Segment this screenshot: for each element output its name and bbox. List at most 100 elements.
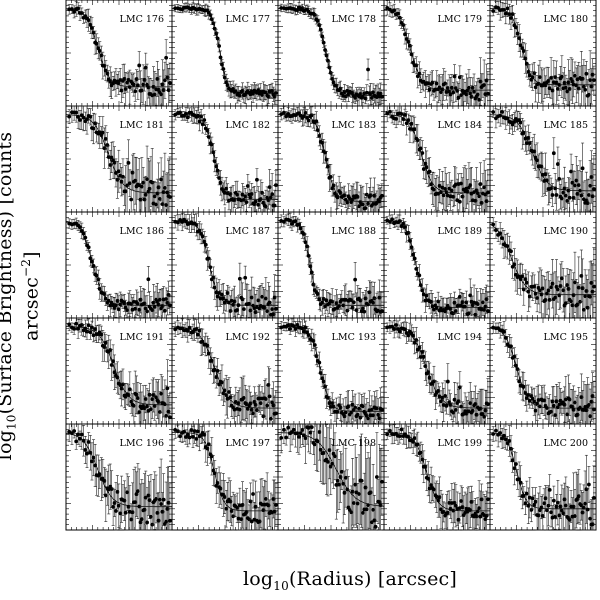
data-point: [235, 192, 240, 197]
data-point: [520, 46, 525, 51]
data-point: [517, 36, 522, 41]
data-point: [338, 86, 343, 91]
data-point: [342, 193, 347, 198]
data-point: [423, 161, 428, 166]
data-point: [88, 114, 93, 119]
data-point: [237, 93, 242, 98]
data-point: [465, 88, 470, 93]
data-point: [96, 277, 101, 282]
data-point: [515, 31, 520, 36]
data-point: [549, 186, 554, 191]
data-point: [453, 309, 458, 313]
data-point: [417, 273, 422, 278]
data-point: [248, 308, 253, 313]
data-point: [184, 111, 188, 116]
data-point: [137, 63, 142, 68]
data-point: [79, 11, 84, 15]
data-point: [518, 120, 523, 125]
data-point: [323, 304, 328, 309]
data-point: [434, 306, 439, 310]
data-point: [122, 76, 127, 81]
data-point: [108, 303, 113, 308]
data-point: [491, 110, 496, 114]
data-point: [388, 219, 392, 224]
data-point: [203, 242, 208, 247]
data-point: [432, 307, 436, 312]
data-point: [267, 185, 272, 190]
data-point: [214, 31, 219, 36]
data-point: [448, 92, 453, 97]
data-point: [478, 79, 483, 84]
data-point: [279, 6, 284, 10]
data-point: [125, 183, 130, 188]
data-point: [547, 86, 552, 91]
profile-panel: LMC 188: [277, 211, 385, 319]
data-point: [546, 79, 551, 83]
data-point: [129, 197, 134, 202]
data-point: [102, 64, 107, 68]
data-point: [448, 306, 453, 311]
data-point: [105, 71, 110, 76]
data-point: [263, 204, 268, 209]
data-point: [563, 193, 568, 198]
data-point: [123, 189, 128, 194]
data-point: [424, 165, 429, 170]
data-point: [433, 87, 438, 92]
data-point: [403, 32, 407, 37]
data-point: [363, 296, 368, 301]
data-point: [300, 6, 305, 10]
data-point: [411, 252, 416, 257]
data-point: [247, 301, 252, 306]
data-point: [562, 186, 567, 191]
data-point: [408, 238, 412, 243]
data-point: [97, 130, 102, 135]
panel-label: LMC 176: [120, 14, 164, 25]
data-point: [467, 85, 471, 90]
data-point: [447, 89, 452, 94]
data-point: [553, 75, 558, 79]
data-point: [392, 8, 397, 13]
data-point: [505, 6, 510, 11]
data-point: [155, 191, 160, 196]
data-point: [196, 113, 200, 118]
data-point: [241, 307, 246, 312]
data-point: [243, 194, 248, 199]
data-point: [231, 87, 236, 91]
data-point: [135, 301, 140, 306]
data-point: [479, 200, 484, 205]
data-point: [116, 81, 121, 86]
data-point: [477, 97, 482, 102]
data-point: [571, 195, 576, 200]
data-point: [452, 74, 457, 79]
data-point: [288, 218, 293, 223]
data-point: [99, 53, 104, 58]
data-point: [350, 305, 355, 310]
data-point: [212, 159, 217, 164]
data-point: [423, 298, 428, 303]
data-point: [224, 186, 229, 191]
data-point: [205, 128, 210, 133]
data-point: [371, 300, 376, 305]
data-point: [212, 26, 217, 31]
data-point: [91, 126, 96, 131]
data-point: [408, 43, 412, 48]
data-point: [401, 117, 406, 122]
data-point: [297, 222, 301, 227]
data-point: [88, 23, 93, 27]
data-point: [498, 113, 503, 118]
data-point: [215, 36, 220, 41]
data-point: [164, 55, 169, 60]
data-point: [406, 118, 411, 123]
data-point: [152, 92, 157, 97]
data-point: [539, 164, 544, 169]
data-point: [102, 292, 107, 296]
data-point: [550, 88, 555, 93]
profile-panel: LMC 184: [383, 105, 491, 213]
data-point: [262, 305, 267, 310]
data-point: [156, 302, 161, 307]
data-point: [502, 8, 506, 12]
data-point: [460, 300, 465, 305]
data-point: [475, 191, 480, 196]
data-point: [320, 140, 325, 145]
data-point: [427, 169, 432, 174]
